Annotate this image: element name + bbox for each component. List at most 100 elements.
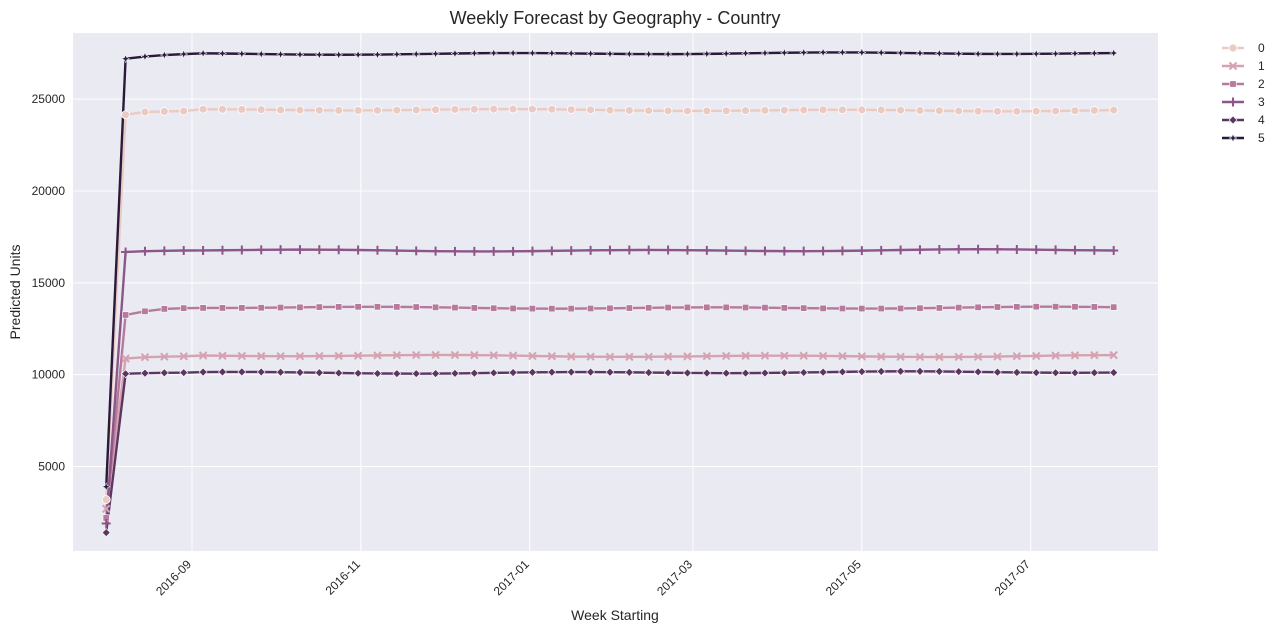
data-point — [1109, 350, 1118, 360]
y-tick-label: 15000 — [32, 276, 66, 290]
data-point — [160, 352, 169, 361]
data-point — [954, 49, 964, 59]
data-point — [392, 369, 402, 379]
data-point — [508, 48, 518, 58]
data-point — [741, 351, 750, 360]
data-point — [393, 303, 401, 311]
data-point — [431, 105, 440, 115]
y-axis-label: Predicted Units — [7, 245, 23, 340]
data-point — [586, 105, 595, 115]
data-point — [295, 367, 305, 377]
data-point — [296, 303, 304, 311]
data-point — [954, 244, 964, 254]
data-point — [140, 246, 150, 256]
data-point — [140, 353, 150, 362]
data-point — [779, 246, 789, 256]
data-point — [915, 366, 925, 376]
legend-marker — [1228, 115, 1238, 125]
data-point — [586, 367, 596, 377]
data-point — [411, 369, 421, 379]
data-point — [605, 49, 615, 59]
data-point — [857, 105, 867, 115]
data-point — [1051, 245, 1061, 255]
data-point — [489, 351, 498, 360]
x-tick-label: 2017-01 — [491, 557, 532, 598]
data-point — [644, 245, 654, 255]
data-point — [1051, 351, 1060, 360]
data-point — [760, 246, 770, 256]
data-point — [198, 48, 208, 58]
data-point — [916, 304, 924, 312]
data-point — [1090, 350, 1099, 360]
data-point — [218, 367, 227, 377]
data-point — [818, 105, 828, 115]
data-point — [954, 352, 963, 362]
data-point — [973, 49, 983, 59]
data-point — [702, 368, 712, 378]
data-point — [547, 367, 557, 377]
data-point — [527, 48, 538, 58]
data-point — [1109, 48, 1119, 58]
data-point — [509, 304, 517, 312]
data-point — [663, 368, 673, 378]
data-point — [430, 49, 441, 59]
data-point — [818, 47, 828, 58]
data-point — [122, 311, 130, 319]
data-point — [779, 105, 789, 115]
data-point — [838, 351, 847, 361]
data-point — [722, 351, 731, 361]
data-point — [179, 245, 189, 255]
data-point — [1070, 368, 1080, 378]
data-point — [1070, 48, 1080, 59]
data-point — [935, 304, 943, 312]
data-point — [934, 367, 944, 376]
x-tick-label: 2016-09 — [153, 557, 194, 598]
legend-marker — [1228, 61, 1238, 71]
data-point — [1090, 303, 1098, 311]
data-point — [566, 105, 576, 114]
data-point — [450, 368, 460, 378]
data-point — [489, 104, 499, 114]
data-point — [1031, 368, 1041, 378]
data-point — [644, 352, 653, 361]
data-point — [101, 518, 111, 528]
grid-lines — [73, 33, 1158, 551]
data-point — [373, 303, 381, 311]
data-point — [683, 106, 692, 116]
data-point — [624, 245, 634, 255]
data-point — [857, 352, 867, 361]
data-point — [876, 245, 886, 255]
data-point — [663, 352, 673, 361]
data-point — [1110, 303, 1118, 311]
data-point — [800, 304, 808, 312]
data-point — [1013, 303, 1021, 311]
data-point — [721, 246, 731, 256]
data-point — [218, 351, 227, 360]
data-point — [237, 105, 247, 114]
data-point — [857, 47, 867, 58]
data-point — [277, 304, 285, 312]
data-point — [1012, 352, 1022, 361]
data-point — [101, 495, 111, 504]
data-point — [1052, 303, 1060, 311]
data-point — [586, 245, 596, 255]
data-point — [334, 351, 343, 361]
y-tick-label: 5000 — [38, 460, 65, 474]
legend-label: 2 — [1258, 77, 1265, 91]
data-point — [373, 105, 382, 115]
data-point — [857, 246, 867, 256]
data-point — [335, 303, 343, 311]
data-point — [605, 367, 615, 377]
data-point — [955, 304, 963, 312]
data-point — [411, 246, 421, 256]
y-tick-label: 10000 — [32, 368, 66, 382]
data-point — [373, 351, 382, 360]
data-point — [315, 303, 323, 311]
data-point — [121, 110, 130, 120]
data-point — [372, 245, 382, 255]
data-point — [934, 106, 944, 116]
data-point — [897, 304, 905, 312]
data-point — [973, 244, 983, 254]
data-point — [703, 303, 711, 311]
data-point — [256, 367, 266, 377]
